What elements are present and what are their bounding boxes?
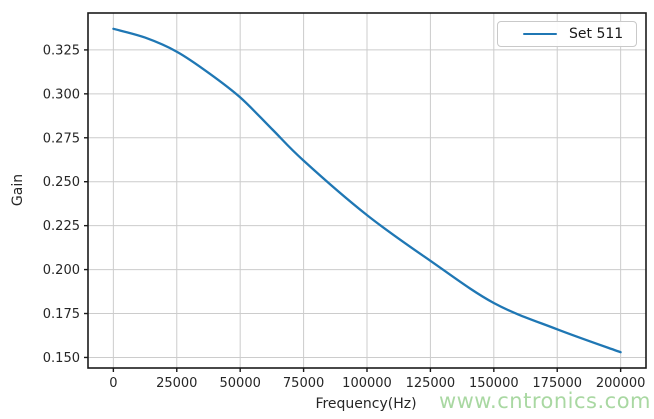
y-tick-label: 0.275 [43, 131, 80, 146]
legend: Set 511 [497, 21, 637, 47]
x-axis-label: Frequency(Hz) [315, 396, 417, 412]
x-tick-label: 200000 [596, 376, 646, 391]
y-tick-label: 0.225 [43, 219, 80, 234]
y-tick-label: 0.200 [43, 263, 80, 278]
y-tick-label: 0.175 [43, 307, 80, 322]
x-tick-label: 125000 [406, 376, 456, 391]
x-tick-label: 175000 [532, 376, 582, 391]
y-tick-label: 0.300 [43, 87, 80, 102]
x-tick-label: 0 [109, 376, 117, 391]
x-tick-label: 100000 [342, 376, 392, 391]
x-tick-label: 150000 [469, 376, 519, 391]
x-tick-label: 25000 [156, 376, 197, 391]
legend-label: Set 511 [569, 25, 624, 42]
x-tick-label: 75000 [283, 376, 324, 391]
y-tick-label: 0.250 [43, 175, 80, 190]
x-tick-label: 50000 [220, 376, 261, 391]
y-tick-label: 0.325 [43, 43, 80, 58]
watermark: www.cntronics.com [438, 389, 651, 413]
y-tick-label: 0.150 [43, 351, 80, 366]
series-line [112, 27, 622, 354]
y-axis-label: Gain [10, 173, 26, 207]
legend-line-swatch [523, 32, 557, 36]
